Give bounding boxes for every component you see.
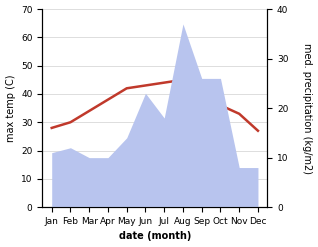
Y-axis label: med. precipitation (kg/m2): med. precipitation (kg/m2) — [302, 43, 313, 174]
X-axis label: date (month): date (month) — [119, 231, 191, 242]
Y-axis label: max temp (C): max temp (C) — [5, 74, 16, 142]
